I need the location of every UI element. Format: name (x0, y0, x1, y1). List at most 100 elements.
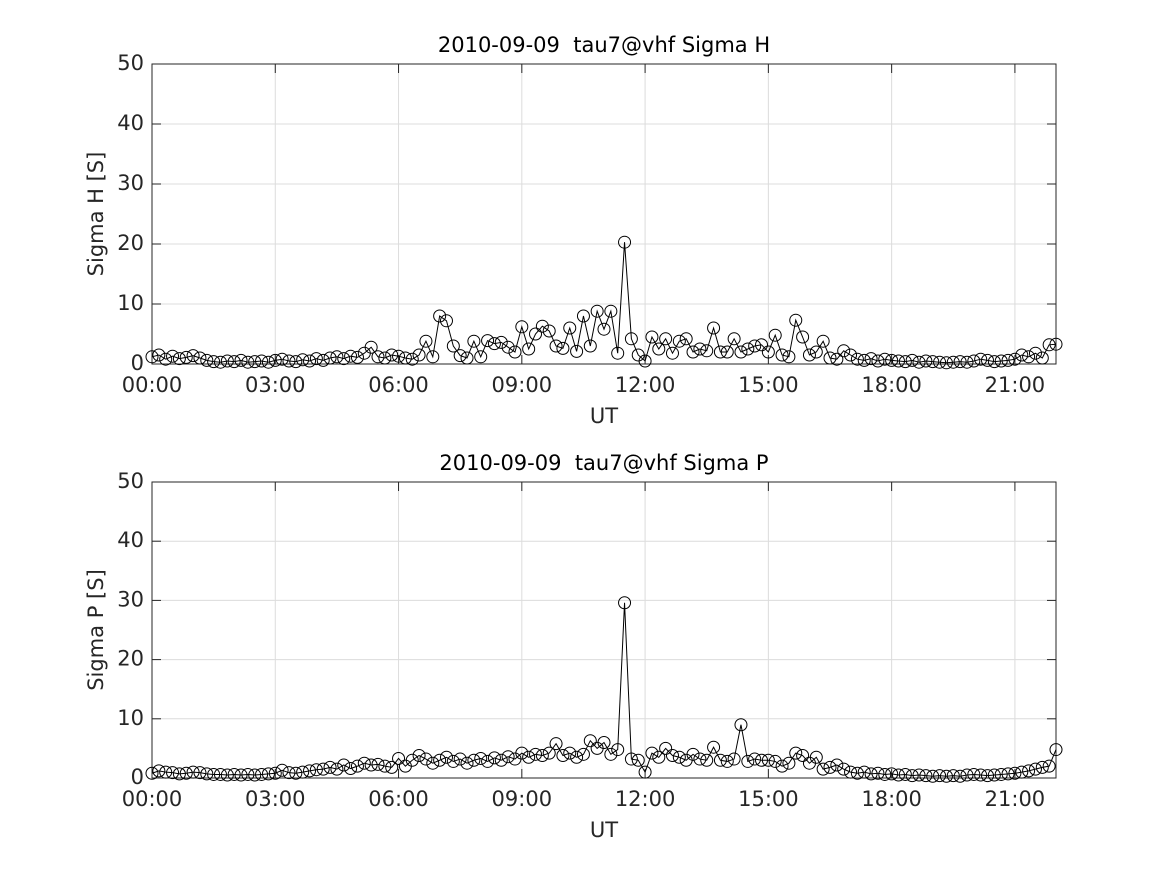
data-point (570, 750, 584, 764)
data-point (487, 337, 501, 351)
data-point (166, 766, 180, 780)
data-point (268, 766, 282, 780)
data-point (1042, 338, 1056, 352)
data-point (275, 763, 289, 777)
data-point (255, 767, 269, 781)
data-point (844, 348, 858, 362)
data-point (419, 752, 433, 766)
x-tick-label: 00:00 (122, 787, 183, 811)
data-point (576, 747, 590, 761)
x-tick-label: 09:00 (492, 373, 553, 397)
x-tick-label: 06:00 (368, 373, 429, 397)
data-point (1049, 743, 1063, 757)
data-point (186, 349, 200, 363)
y-tick-label: 40 (117, 111, 144, 135)
data-point (652, 750, 666, 764)
data-point (946, 355, 960, 369)
data-point (556, 341, 570, 355)
data-point (433, 753, 447, 767)
data-point (193, 351, 207, 365)
data-point (207, 767, 221, 781)
data-point (398, 351, 412, 365)
data-point (809, 345, 823, 359)
data-point (1001, 767, 1015, 781)
series-line (151, 602, 1057, 777)
data-point (796, 749, 810, 763)
data-point (830, 352, 844, 366)
data-point (727, 752, 741, 766)
data-point (268, 353, 282, 367)
y-tick-label: 30 (117, 171, 144, 195)
data-point (659, 741, 673, 755)
data-point (344, 349, 358, 363)
data-point (967, 767, 981, 781)
data-point (1022, 764, 1036, 778)
data-point (433, 309, 447, 323)
data-point (775, 759, 789, 773)
data-point (282, 766, 296, 780)
data-point (522, 342, 536, 356)
data-point (357, 756, 371, 770)
data-point (987, 768, 1001, 782)
data-point (426, 350, 440, 364)
data-point (919, 354, 933, 368)
data-point (679, 332, 693, 346)
data-point (529, 327, 543, 341)
data-point (179, 350, 193, 364)
data-point (481, 334, 495, 348)
data-point (1001, 353, 1015, 367)
y-tick-label: 10 (117, 706, 144, 730)
data-point (220, 354, 234, 368)
data-point (933, 355, 947, 369)
data-point (898, 355, 912, 369)
data-point (672, 334, 686, 348)
data-point (330, 762, 344, 776)
x-tick-label: 12:00 (615, 787, 676, 811)
data-point (816, 334, 830, 348)
data-point (645, 330, 659, 344)
data-point (672, 750, 686, 764)
data-point (748, 339, 762, 353)
data-point (255, 354, 269, 368)
data-point (775, 348, 789, 362)
data-point (878, 352, 892, 366)
data-point (837, 762, 851, 776)
data-point (453, 752, 467, 766)
data-point (700, 344, 714, 358)
data-point (303, 764, 317, 778)
data-point (501, 340, 515, 354)
data-point (960, 768, 974, 782)
data-point (515, 320, 529, 334)
data-point (1022, 350, 1036, 364)
data-point (713, 753, 727, 767)
data-point (481, 754, 495, 768)
data-point (741, 342, 755, 356)
data-point (734, 718, 748, 732)
x-tick-label: 18:00 (861, 373, 922, 397)
data-point (802, 348, 816, 362)
data-point (960, 355, 974, 369)
y-tick-label: 10 (117, 291, 144, 315)
data-point (467, 753, 481, 767)
data-point (638, 354, 652, 368)
data-point (576, 309, 590, 323)
data-point (953, 769, 967, 783)
data-point (309, 763, 323, 777)
data-point (152, 764, 166, 778)
data-point (597, 735, 611, 749)
data-point (241, 767, 255, 781)
data-point (912, 768, 926, 782)
data-point (686, 747, 700, 761)
data-point (755, 338, 769, 352)
data-point (213, 767, 227, 781)
data-point (337, 758, 351, 772)
y-tick-label: 40 (117, 528, 144, 552)
data-point (350, 350, 364, 364)
data-point (392, 751, 406, 765)
data-point (350, 759, 364, 773)
data-point (385, 348, 399, 362)
data-point (453, 349, 467, 363)
axes: 0 10 20 30 40 50 00:00 03:00 06:00 09:00 12:00 15:0… (84, 451, 1063, 842)
data-point (898, 767, 912, 781)
data-point (549, 339, 563, 353)
